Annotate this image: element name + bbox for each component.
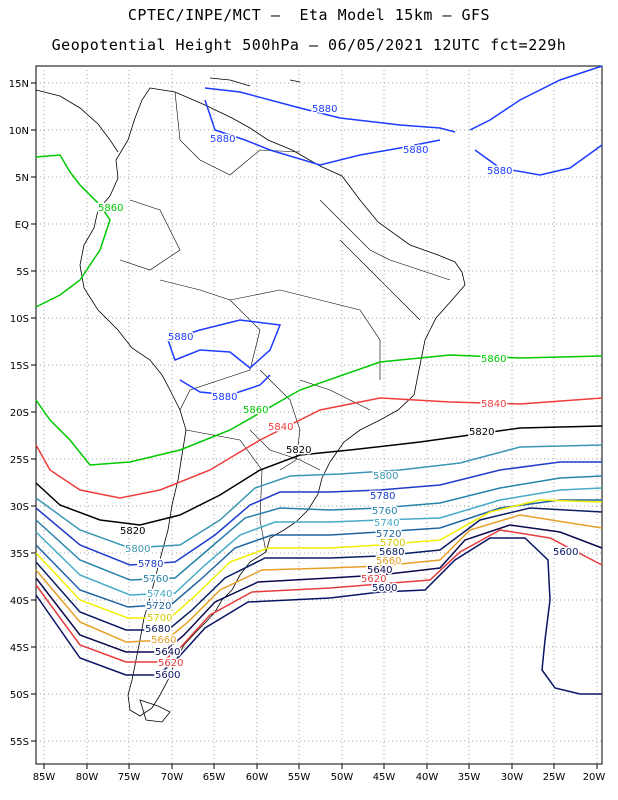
contour-label-5780: 5780 [370,491,395,502]
lon-label: 20W [583,772,606,783]
map-frame: 85W 80W 75W 70W 65W 60W 55W 50W 45W 40W … [0,0,618,800]
lon-label: 30W [501,772,524,783]
contour-label-5700: 5700 [147,613,172,624]
lon-label: 55W [288,772,311,783]
lat-label: 5S [16,267,29,278]
lon-label: 75W [118,772,141,783]
lat-label: 25S [10,455,29,466]
contour-label-5820: 5820 [286,445,311,456]
lat-label: 50S [10,690,29,701]
lon-label: 65W [203,772,226,783]
contour-label-5600: 5600 [372,583,397,594]
contour-label-5880: 5880 [210,134,235,145]
lat-label: 45S [10,643,29,654]
lat-label: 15N [9,79,29,90]
lat-label: 30S [10,502,29,513]
contour-label-5840: 5840 [268,422,293,433]
contour-label-5860: 5860 [98,203,123,214]
contour-label-5880: 5880 [168,332,193,343]
contour-label-5880: 5880 [487,166,512,177]
lat-label: 15S [10,361,29,372]
contour-label-5880: 5880 [212,392,237,403]
contour-label-5760: 5760 [143,574,168,585]
lon-label: 25W [543,772,566,783]
contour-label-5680: 5680 [145,624,170,635]
latitude-labels: 15N 10N 5N EQ 5S 10S 15S 20S 25S 30S 35S… [9,79,29,748]
contour-label-5860: 5860 [481,354,506,365]
lon-label: 85W [33,772,56,783]
lon-label: 35W [458,772,481,783]
contour-label-5840: 5840 [481,399,506,410]
contour-label-5740: 5740 [374,518,399,529]
contour-label-5640: 5640 [155,647,180,658]
contour-label-5880: 5880 [403,145,428,156]
longitude-labels: 85W 80W 75W 70W 65W 60W 55W 50W 45W 40W … [33,772,606,783]
contour-label-5820: 5820 [469,427,494,438]
lat-label: 40S [10,596,29,607]
lon-label: 45W [373,772,396,783]
lon-label: 80W [76,772,99,783]
lat-label: 20S [10,408,29,419]
lat-label: EQ [15,220,29,231]
contour-label-5880: 5880 [312,104,337,115]
contour-label-5820: 5820 [120,526,145,537]
lon-label: 60W [246,772,269,783]
contour-label-5760: 5760 [372,506,397,517]
contour-label-5660: 5660 [151,635,176,646]
contour-label-5600: 5600 [155,670,180,681]
lat-label: 10N [9,126,29,137]
lon-label: 70W [161,772,184,783]
lon-label: 50W [331,772,354,783]
contour-label-5800: 5800 [125,544,150,555]
contour-label-5860: 5860 [243,405,268,416]
lat-label: 55S [10,737,29,748]
contour-label-5800: 5800 [373,471,398,482]
contour-label-5740: 5740 [147,589,172,600]
lat-label: 10S [10,314,29,325]
lat-label: 35S [10,549,29,560]
lat-label: 5N [15,173,29,184]
lon-label: 40W [416,772,439,783]
contour-label-5600: 5600 [553,547,578,558]
contour-label-5720: 5720 [146,601,171,612]
contour-label-5780: 5780 [138,559,163,570]
contour-label-5620: 5620 [158,658,183,669]
